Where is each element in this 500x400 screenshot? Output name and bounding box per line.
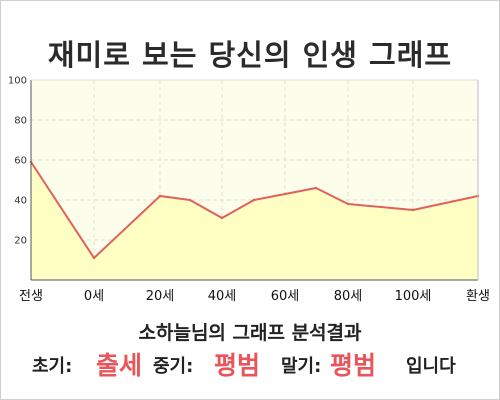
mid-label: 중기: [153,356,194,377]
y-tick-label: 20 [14,236,27,247]
data-point [346,202,350,206]
data-point [188,198,192,202]
x-tick-label: 80세 [334,289,363,304]
late-label: 말기: [281,356,322,377]
y-tick-label: 40 [14,196,27,207]
mid-value: 평범 [214,351,261,380]
x-tick-label: 환생 [466,289,490,304]
data-point [158,194,162,198]
x-tick-label: 60세 [271,289,300,304]
data-point [283,192,287,196]
y-tick-label: 60 [14,156,27,167]
analysis-heading: 소하늘님의 그래프 분석결과 [138,322,362,344]
analysis-result: 초기: 출세 중기: 평범 말기: 평범 입니다 [0,346,500,382]
data-point [314,186,318,190]
early-label: 초기: [32,356,73,377]
early-value: 출세 [96,351,143,380]
x-tick-label: 0세 [84,289,104,304]
data-point [220,216,224,220]
x-tick-label: 전생 [19,289,43,304]
labels: 20 40 60 80 100 전생 0세 20세 40세 60세 80세 100세 환생 [8,76,490,305]
ending-text: 입니다 [406,356,456,377]
y-tick-label: 100 [8,76,27,87]
data-point [411,208,415,212]
x-tick-label: 100세 [395,289,432,304]
x-tick-label: 40세 [208,289,237,304]
area-layer [29,160,480,280]
data-point [92,256,96,260]
x-tick-label: 20세 [146,289,175,304]
data-point [252,198,256,202]
chart-title: 재미로 보는 당신의 인생 그래프 [47,38,453,72]
late-value: 평범 [330,351,377,380]
axes [30,79,479,281]
area-fill [31,162,478,280]
life-chart: 20 40 60 80 100 전생 0세 20세 40세 60세 80세 100세 환생 [8,76,490,305]
y-tick-label: 80 [14,116,27,127]
